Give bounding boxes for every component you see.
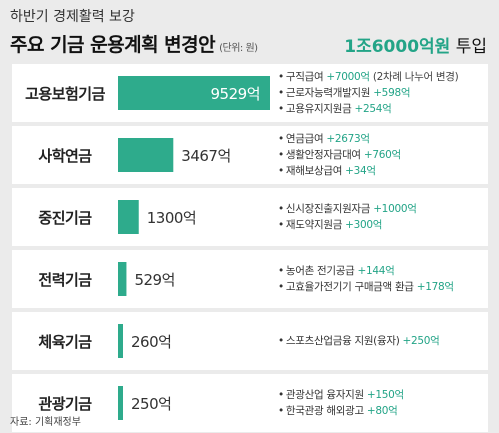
detail-amount: +254억 xyxy=(354,103,392,115)
detail-amount: +300억 xyxy=(345,219,383,231)
detail-item: • 고용유지지원금 +254억 xyxy=(278,101,392,116)
detail-item: • 구직급여 +7000억 (2차례 나누어 변경) xyxy=(278,69,459,84)
detail-item: • 관광산업 융자지원 +150억 xyxy=(278,387,404,402)
bullet-icon: • xyxy=(278,335,284,347)
detail-item: • 농어촌 전기공급 +144억 xyxy=(278,263,395,278)
detail-item: • 한국관광 해외광고 +80억 xyxy=(278,403,398,418)
detail-item: • 스포츠산업금융 지원(융자) +250억 xyxy=(278,333,440,348)
detail-amount: +760억 xyxy=(363,149,401,161)
detail-name: 재도약지원금 xyxy=(285,219,346,231)
category-label: 관광기금 xyxy=(38,395,92,413)
bullet-icon: • xyxy=(278,133,284,145)
detail-name: 연금급여 xyxy=(285,133,327,145)
bar xyxy=(118,76,270,110)
detail-name: 스포츠산업금융 지원(융자) xyxy=(285,335,403,347)
bullet-icon: • xyxy=(278,149,284,161)
bar xyxy=(118,138,174,172)
detail-name: 농어촌 전기공급 xyxy=(285,265,358,277)
detail-amount: +7000억 xyxy=(326,71,370,83)
detail-item: • 재해보상급여 +34억 xyxy=(278,163,376,178)
category-label: 고용보험기금 xyxy=(25,85,105,103)
detail-amount: +144억 xyxy=(357,265,395,277)
data-label: 260억 xyxy=(131,333,172,351)
bullet-icon: • xyxy=(278,87,284,99)
row-divider xyxy=(12,184,488,188)
detail-name: 고효율가전기기 구매금액 환급 xyxy=(285,281,417,293)
source-note: 자료: 기획재정부 xyxy=(10,417,81,428)
detail-name: 재해보상급여 xyxy=(285,165,346,177)
bar xyxy=(118,386,123,420)
bullet-icon: • xyxy=(278,389,284,401)
total-investment: 1조6000억원 투입 xyxy=(344,32,487,57)
detail-item: • 생활안정자금대여 +760억 xyxy=(278,147,401,162)
detail-name: 고용유지지원금 xyxy=(285,103,355,115)
data-label: 529억 xyxy=(134,271,175,289)
data-label: 9529억 xyxy=(210,85,261,103)
detail-name: 신시장진출지원자금 xyxy=(285,203,374,215)
bullet-icon: • xyxy=(278,71,284,83)
detail-name: 구직급여 xyxy=(285,71,327,83)
chart-title: 주요 기금 운용계획 변경안 (단위: 원) xyxy=(10,30,258,57)
detail-item: • 근로자능력개발지원 +598억 xyxy=(278,85,410,100)
detail-item: • 신시장진출지원자금 +1000억 xyxy=(278,201,417,216)
chart-subtitle: 하반기 경제활력 보강 xyxy=(10,9,135,25)
data-label: 250억 xyxy=(131,395,172,413)
detail-item: • 고효율가전기기 구매금액 환급 +178억 xyxy=(278,279,454,294)
category-label: 중진기금 xyxy=(38,209,92,227)
category-label: 사학연금 xyxy=(38,147,92,165)
detail-name: 생활안정자금대여 xyxy=(285,149,364,161)
detail-item: • 재도약지원금 +300억 xyxy=(278,217,382,232)
detail-note: (2차례 나누어 변경) xyxy=(369,71,459,83)
bullet-icon: • xyxy=(278,103,284,115)
bullet-icon: • xyxy=(278,281,284,293)
detail-amount: +598억 xyxy=(373,87,411,99)
total-suffix: 투입 xyxy=(450,37,487,57)
detail-name: 관광산업 융자지원 xyxy=(285,389,367,401)
detail-name: 한국관광 해외광고 xyxy=(285,405,367,417)
data-label: 1300억 xyxy=(146,209,197,227)
detail-amount: +80억 xyxy=(366,405,398,417)
detail-amount: +250억 xyxy=(402,335,440,347)
detail-amount: +150억 xyxy=(366,389,404,401)
detail-amount: +178억 xyxy=(416,281,454,293)
bullet-icon: • xyxy=(278,165,284,177)
row-divider xyxy=(12,370,488,374)
detail-amount: +2673억 xyxy=(326,133,370,145)
detail-item: • 연금급여 +2673억 xyxy=(278,131,370,146)
bar xyxy=(118,262,127,296)
bar xyxy=(118,200,139,234)
category-label: 전력기금 xyxy=(38,271,92,289)
unit-label: (단위: 원) xyxy=(219,43,258,54)
data-label: 3467억 xyxy=(181,147,231,165)
row-divider xyxy=(12,246,488,250)
total-amount: 1조6000억원 xyxy=(344,37,451,57)
bullet-icon: • xyxy=(278,405,284,417)
bar xyxy=(118,324,123,358)
bullet-icon: • xyxy=(278,203,284,215)
detail-amount: +34억 xyxy=(345,165,376,177)
detail-name: 근로자능력개발지원 xyxy=(285,87,374,99)
category-label: 체육기금 xyxy=(38,333,92,351)
chart-title-text: 주요 기금 운용계획 변경안 xyxy=(10,34,216,56)
detail-amount: +1000억 xyxy=(373,203,417,215)
row-divider xyxy=(12,122,488,126)
row-divider xyxy=(12,308,488,312)
bullet-icon: • xyxy=(278,219,284,231)
bullet-icon: • xyxy=(278,265,284,277)
